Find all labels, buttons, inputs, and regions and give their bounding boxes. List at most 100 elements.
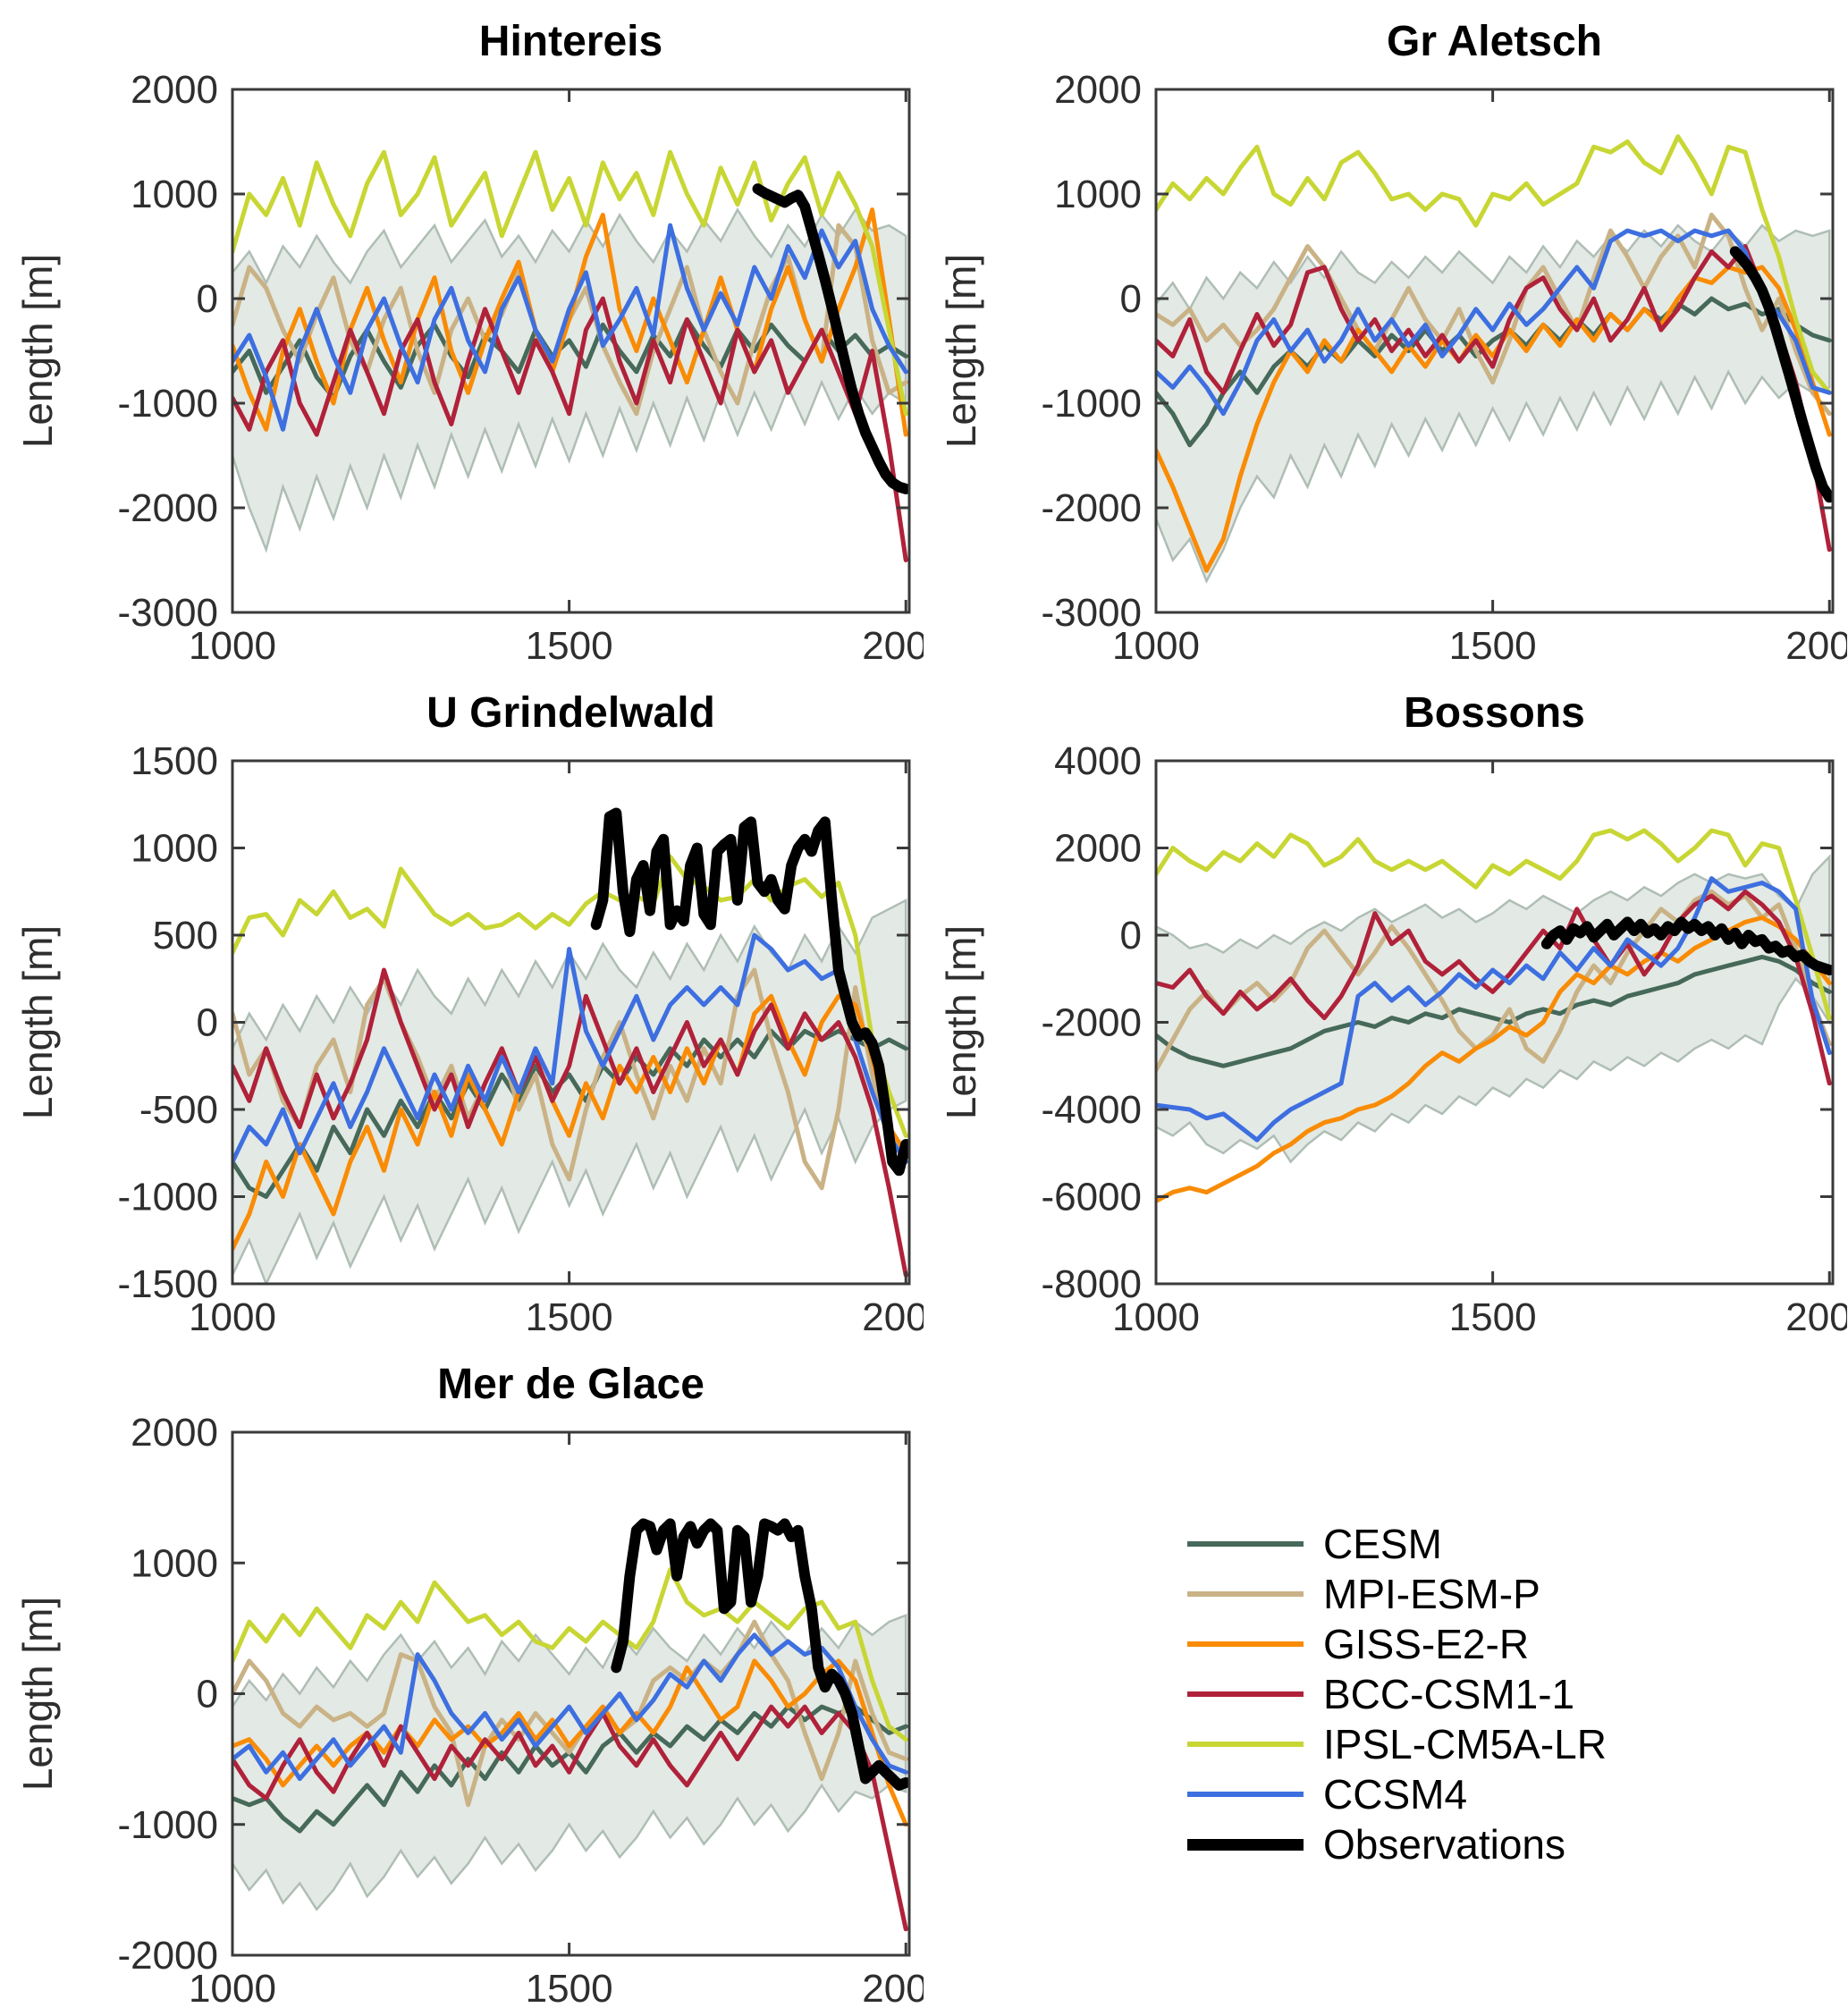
y-tick-label: -8000 bbox=[1041, 1262, 1142, 1306]
observations-line bbox=[611, 1518, 909, 1791]
y-tick-label: 1000 bbox=[1054, 173, 1142, 216]
plot-area-hintereis bbox=[232, 149, 909, 562]
series-ccsm4 bbox=[232, 1632, 908, 1782]
legend-label-giss-e2-r: GISS-E2-R bbox=[1323, 1621, 1530, 1667]
x-tick-label: 1000 bbox=[189, 624, 276, 668]
y-tick-label: 0 bbox=[197, 277, 218, 321]
chart-title: Bossons bbox=[1404, 689, 1585, 737]
chart-mer-de-glace: 1000 1500 2000 2000 1000 0 -1000 -2000 Mer de Gl… bbox=[0, 1343, 924, 2014]
legend-label-mpi-esm-p: MPI-ESM-P bbox=[1323, 1571, 1540, 1617]
y-tick-label: -1000 bbox=[117, 382, 218, 426]
y-tick-label: 2000 bbox=[131, 1411, 218, 1455]
observations-line bbox=[1540, 916, 1833, 975]
x-tick-label: 1000 bbox=[1112, 1295, 1200, 1339]
x-tick-label: 1500 bbox=[526, 1295, 613, 1339]
series-bcc bbox=[232, 296, 908, 562]
plot-area-gr-aletsch bbox=[1156, 134, 1833, 584]
plot-area-mer-de-glace bbox=[232, 1518, 909, 1932]
y-tick-label: 1500 bbox=[131, 739, 218, 783]
y-tick-label: 1000 bbox=[131, 173, 218, 216]
chart-svg-hintereis: 1000 1500 2000 2000 1000 0 -1000 -2000 -3000 Hint… bbox=[14, 18, 924, 668]
y-axis-label: Length [m] bbox=[938, 254, 984, 448]
legend-item-ipsl-cm5a-lr: IPSL-CM5A-LR bbox=[1187, 1719, 1607, 1769]
y-tick-label: 2000 bbox=[1054, 68, 1142, 112]
chart-title: Hintereis bbox=[479, 18, 662, 65]
legend-item-cesm: CESM bbox=[1187, 1519, 1607, 1569]
axes-box bbox=[1154, 88, 1835, 614]
chart-svg-gr-aletsch: 1000 1500 2000 2000 1000 0 -1000 -2000 -3000 Gr A… bbox=[938, 18, 1847, 668]
legend-label-observations: Observations bbox=[1323, 1821, 1566, 1868]
y-tick-label: 2000 bbox=[131, 68, 218, 112]
y-tick-label: -3000 bbox=[117, 591, 218, 635]
y-axis-label: Length [m] bbox=[14, 1597, 61, 1791]
observations-line bbox=[752, 183, 909, 494]
legend-swatch-ccsm4 bbox=[1187, 1792, 1304, 1797]
chart-title: U Grindelwald bbox=[426, 689, 715, 737]
chart-title: Mer de Glace bbox=[437, 1361, 705, 1408]
x-tick-label: 1500 bbox=[1449, 1295, 1537, 1339]
x-tick-label: 2000 bbox=[1785, 624, 1847, 668]
chart-svg-mer-de-glace: 1000 1500 2000 2000 1000 0 -1000 -2000 Mer de Gl… bbox=[14, 1361, 924, 2011]
series-giss bbox=[232, 993, 908, 1252]
y-tick-label: -2000 bbox=[1041, 1001, 1142, 1045]
legend-item-giss-e2-r: GISS-E2-R bbox=[1187, 1619, 1607, 1669]
legend-swatch-cesm bbox=[1187, 1541, 1304, 1547]
series-ipsl bbox=[232, 1567, 908, 1742]
series-bcc bbox=[232, 967, 908, 1278]
x-tick-label: 1500 bbox=[526, 624, 613, 668]
legend-item-ccsm4: CCSM4 bbox=[1187, 1769, 1607, 1819]
y-tick-label: -6000 bbox=[1041, 1176, 1142, 1219]
series-ipsl bbox=[1156, 828, 1832, 1021]
series-cesm bbox=[1156, 296, 1832, 448]
chart-hintereis: 1000 1500 2000 2000 1000 0 -1000 -2000 -3000 Hint… bbox=[0, 0, 924, 671]
series-giss bbox=[232, 1658, 908, 1827]
series-mpi bbox=[1156, 889, 1832, 1073]
y-tick-label: 2000 bbox=[1054, 827, 1142, 871]
y-tick-label: 500 bbox=[153, 914, 218, 957]
x-tick-label: 1000 bbox=[1112, 624, 1200, 668]
series-mpi bbox=[232, 967, 908, 1191]
y-tick-label: -2000 bbox=[117, 486, 218, 530]
series-bcc bbox=[1156, 244, 1832, 553]
chart-gr-aletsch: 1000 1500 2000 2000 1000 0 -1000 -2000 -3000 Gr A… bbox=[924, 0, 1847, 671]
x-tick-label: 1500 bbox=[526, 1967, 613, 2011]
legend-label-bcc-csm1-1: BCC-CSM1-1 bbox=[1323, 1671, 1575, 1717]
y-tick-label: 4000 bbox=[1054, 739, 1142, 783]
observations-line bbox=[1729, 246, 1833, 503]
x-tick-label: 1000 bbox=[189, 1967, 276, 2011]
chart-svg-u-grindelwald: 1000 1500 2000 1500 1000 500 0 -500 -1000 -1500 U … bbox=[14, 689, 924, 1339]
y-tick-label: -500 bbox=[139, 1088, 218, 1132]
legend-label-ccsm4: CCSM4 bbox=[1323, 1771, 1468, 1818]
y-tick-label: 0 bbox=[1120, 277, 1142, 321]
chart-svg-bossons: 1000 1500 2000 4000 2000 0 -2000 -4000 -6000 -800… bbox=[938, 689, 1847, 1339]
y-tick-label: -1000 bbox=[1041, 382, 1142, 426]
y-tick-label: -2000 bbox=[117, 1934, 218, 1978]
legend-items: CESM MPI-ESM-P GISS-E2-R BCC-CSM1-1 IPSL… bbox=[1187, 1519, 1607, 1869]
legend-item-bcc-csm1-1: BCC-CSM1-1 bbox=[1187, 1669, 1607, 1719]
series-cesm bbox=[1156, 954, 1832, 1068]
legend: CESM MPI-ESM-P GISS-E2-R BCC-CSM1-1 IPSL… bbox=[924, 1345, 1848, 2016]
legend-label-cesm: CESM bbox=[1323, 1521, 1442, 1567]
series-cesm bbox=[232, 1028, 908, 1199]
x-tick-label: 2000 bbox=[862, 1967, 924, 2011]
legend-item-observations: Observations bbox=[1187, 1819, 1607, 1869]
legend-item-mpi-esm-p: MPI-ESM-P bbox=[1187, 1569, 1607, 1619]
x-tick-label: 2000 bbox=[862, 1295, 924, 1339]
y-tick-label: 1000 bbox=[131, 1541, 218, 1585]
x-tick-label: 1500 bbox=[1449, 624, 1537, 668]
uncertainty-band bbox=[232, 1613, 907, 1911]
legend-swatch-observations bbox=[1187, 1838, 1304, 1851]
series-bcc bbox=[1156, 889, 1832, 1086]
series-ipsl bbox=[1156, 134, 1832, 395]
legend-label-ipsl-cm5a-lr: IPSL-CM5A-LR bbox=[1323, 1721, 1607, 1767]
legend-swatch-ipsl-cm5a-lr bbox=[1187, 1742, 1304, 1747]
series-ccsm4 bbox=[1156, 876, 1832, 1143]
y-axis-label: Length [m] bbox=[938, 925, 984, 1119]
series-cesm bbox=[232, 316, 908, 401]
series-mpi bbox=[1156, 212, 1832, 417]
series-giss bbox=[1156, 265, 1832, 573]
y-tick-label: -1000 bbox=[117, 1176, 218, 1219]
chart-title: Gr Aletsch bbox=[1387, 18, 1602, 65]
y-tick-label: -4000 bbox=[1041, 1088, 1142, 1132]
y-tick-label: 0 bbox=[197, 1673, 218, 1717]
